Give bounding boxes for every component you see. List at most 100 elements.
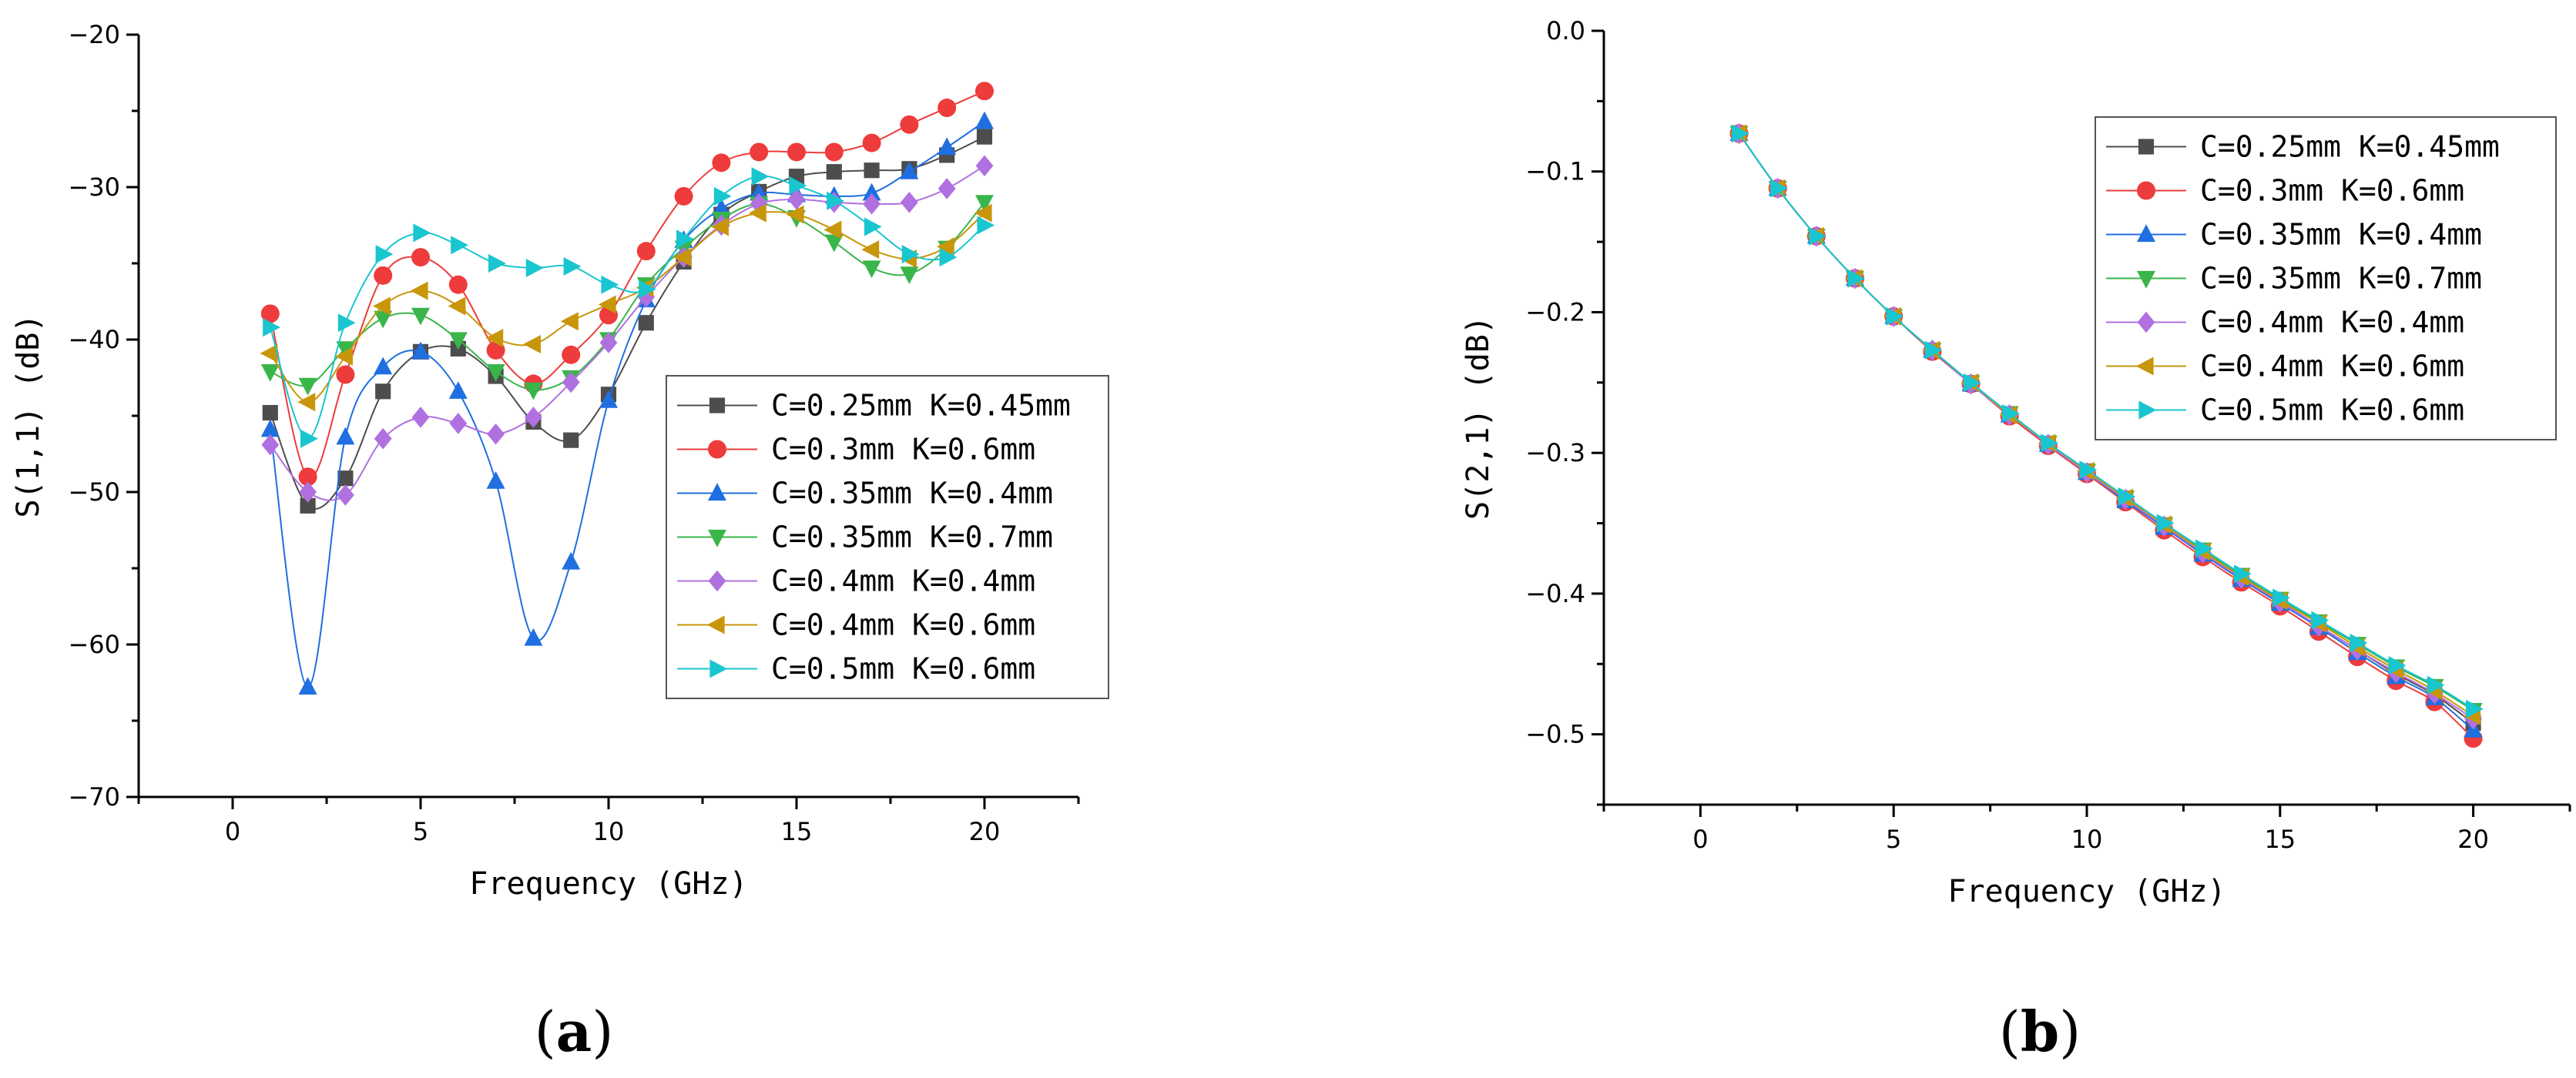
data-point xyxy=(974,203,992,223)
data-point xyxy=(676,229,694,249)
chart-a-series-4 xyxy=(261,155,994,506)
data-point xyxy=(375,383,391,400)
data-point xyxy=(824,142,844,162)
y-tick-label: −0.3 xyxy=(1525,438,1585,467)
data-point xyxy=(337,313,356,333)
data-point xyxy=(374,427,392,450)
legend-marker xyxy=(709,659,728,678)
chart-a-y-axis-title: S(1,1) (dB) xyxy=(11,314,46,518)
legend-label: C=0.25mm K=0.45mm xyxy=(2200,130,2500,164)
legend-marker xyxy=(2137,270,2155,289)
data-point xyxy=(751,167,770,186)
data-point xyxy=(485,329,504,348)
legend-marker xyxy=(706,615,725,634)
data-point xyxy=(262,404,278,421)
x-tick-label: 10 xyxy=(2071,825,2103,854)
data-point xyxy=(2466,699,2484,718)
chart-b-series-6 xyxy=(1731,124,2484,718)
legend-item: C=0.5mm K=0.6mm xyxy=(677,652,1035,686)
data-point xyxy=(2195,539,2213,558)
chart-b-s21: 0 5 10 15 20 −0.5 −0.4 −0.3 −0.2 −0.1 0.0 Frequency… xyxy=(1461,16,2571,909)
data-point xyxy=(525,407,542,428)
data-point xyxy=(448,296,466,316)
data-point xyxy=(823,220,842,239)
data-point xyxy=(299,481,317,503)
data-point xyxy=(2234,564,2252,584)
data-point xyxy=(1963,373,1981,392)
data-point xyxy=(826,164,842,180)
y-tick-label: −0.4 xyxy=(1525,579,1585,608)
data-point xyxy=(300,497,316,514)
data-point xyxy=(975,155,994,177)
x-tick-label: 15 xyxy=(781,817,813,846)
legend-marker xyxy=(2138,400,2157,420)
data-point xyxy=(862,133,881,152)
legend-marker xyxy=(2137,224,2155,243)
data-point xyxy=(563,256,582,276)
data-point xyxy=(337,470,354,487)
data-point xyxy=(2388,656,2407,675)
legend-label: C=0.5mm K=0.6mm xyxy=(771,652,1035,686)
panel-label-a: (a) xyxy=(535,999,614,1064)
data-point xyxy=(1731,124,1749,143)
y-tick-label: −0.1 xyxy=(1525,157,1585,186)
y-tick-label: −20 xyxy=(68,20,120,49)
chart-a-s11: 0 5 10 15 20 −70 −60 −50 −40 −30 −20 Frequency (GHz… xyxy=(11,20,1109,902)
y-tick-label: −0.2 xyxy=(1525,297,1585,326)
legend-label: C=0.35mm K=0.7mm xyxy=(2200,262,2482,296)
data-point xyxy=(673,248,692,267)
data-point xyxy=(2272,588,2290,608)
data-point xyxy=(638,315,654,331)
data-point xyxy=(827,191,844,210)
legend-marker xyxy=(2135,357,2154,376)
data-point xyxy=(298,677,317,695)
data-point xyxy=(713,186,732,206)
legend-label: C=0.4mm K=0.4mm xyxy=(2200,306,2464,340)
legend-item: C=0.3mm K=0.6mm xyxy=(677,433,1035,467)
data-point xyxy=(861,240,880,259)
data-point xyxy=(486,470,505,489)
data-point xyxy=(373,296,391,316)
data-point xyxy=(674,186,693,206)
data-point xyxy=(786,205,804,224)
data-point xyxy=(937,237,954,256)
chart-b-y-axis-title: S(2,1) (dB) xyxy=(1461,316,1496,520)
data-point xyxy=(297,393,316,412)
legend-item: C=0.5mm K=0.6mm xyxy=(2106,393,2464,427)
data-point xyxy=(410,281,428,300)
data-point xyxy=(336,341,355,360)
y-tick-label: −0.5 xyxy=(1525,720,1585,749)
legend-label: C=0.35mm K=0.4mm xyxy=(2200,218,2482,252)
data-point xyxy=(750,142,769,162)
data-point xyxy=(937,178,956,199)
data-point xyxy=(562,345,581,364)
data-point xyxy=(523,334,541,353)
legend-label: C=0.3mm K=0.6mm xyxy=(771,433,1035,467)
x-tick-label: 0 xyxy=(1692,825,1708,854)
legend-marker xyxy=(708,529,726,547)
x-tick-label: 15 xyxy=(2264,825,2296,854)
legend-label: C=0.3mm K=0.6mm xyxy=(2200,174,2464,208)
data-point xyxy=(374,357,393,375)
legend-label: C=0.4mm K=0.6mm xyxy=(2200,350,2464,383)
legend-item: C=0.4mm K=0.6mm xyxy=(2106,350,2464,383)
chart-b-x-axis-title: Frequency (GHz) xyxy=(1947,874,2225,909)
data-point xyxy=(712,198,731,216)
y-tick-label: −70 xyxy=(68,782,120,812)
data-point xyxy=(487,423,505,445)
data-point xyxy=(335,346,353,366)
data-point xyxy=(864,217,882,236)
data-point xyxy=(375,245,394,264)
chart-b-legend: C=0.25mm K=0.45mm C=0.3mm K=0.6mm C=0.35mm… xyxy=(2095,116,2557,440)
legend-marker xyxy=(708,570,726,592)
data-point xyxy=(261,434,280,456)
x-tick-label: 10 xyxy=(593,817,625,846)
data-point xyxy=(937,99,957,118)
y-tick-label: −60 xyxy=(68,630,120,659)
data-point xyxy=(260,343,278,363)
data-point xyxy=(1770,179,1788,198)
y-tick-label: −40 xyxy=(68,325,120,354)
data-point xyxy=(260,304,280,323)
data-point xyxy=(524,382,543,400)
